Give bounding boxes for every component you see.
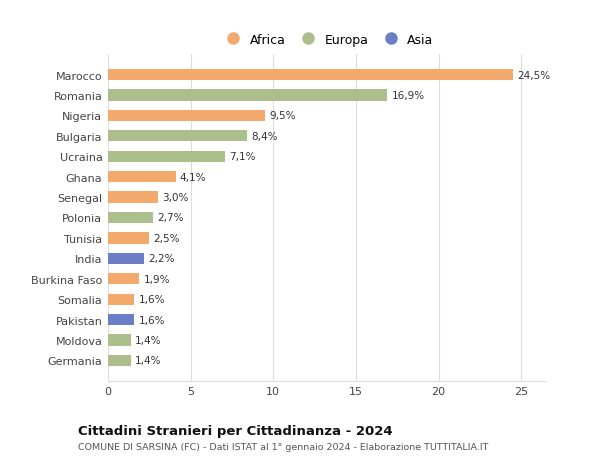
Bar: [108, 90, 388, 101]
Text: 1,4%: 1,4%: [135, 335, 162, 345]
Bar: [108, 253, 145, 264]
Text: 2,5%: 2,5%: [154, 233, 180, 243]
Bar: [108, 111, 265, 122]
Text: Cittadini Stranieri per Cittadinanza - 2024: Cittadini Stranieri per Cittadinanza - 2…: [78, 425, 392, 437]
Bar: [108, 172, 176, 183]
Text: 1,6%: 1,6%: [139, 315, 165, 325]
Bar: [108, 70, 513, 81]
Bar: [108, 233, 149, 244]
Text: 4,1%: 4,1%: [180, 172, 206, 182]
Text: 1,9%: 1,9%: [143, 274, 170, 284]
Bar: [108, 274, 139, 285]
Bar: [108, 192, 158, 203]
Text: 8,4%: 8,4%: [251, 132, 277, 141]
Text: 1,6%: 1,6%: [139, 295, 165, 304]
Legend: Africa, Europa, Asia: Africa, Europa, Asia: [216, 29, 438, 52]
Text: 2,2%: 2,2%: [148, 254, 175, 264]
Bar: [108, 213, 152, 224]
Text: 1,4%: 1,4%: [135, 356, 162, 365]
Text: 2,7%: 2,7%: [157, 213, 183, 223]
Bar: [108, 151, 226, 162]
Bar: [108, 335, 131, 346]
Text: 9,5%: 9,5%: [269, 111, 296, 121]
Bar: [108, 131, 247, 142]
Text: 24,5%: 24,5%: [517, 71, 550, 80]
Text: 16,9%: 16,9%: [391, 91, 425, 101]
Bar: [108, 294, 134, 305]
Text: 3,0%: 3,0%: [162, 193, 188, 203]
Bar: [108, 314, 134, 325]
Text: 7,1%: 7,1%: [229, 152, 256, 162]
Text: COMUNE DI SARSINA (FC) - Dati ISTAT al 1° gennaio 2024 - Elaborazione TUTTITALIA: COMUNE DI SARSINA (FC) - Dati ISTAT al 1…: [78, 442, 488, 451]
Bar: [108, 355, 131, 366]
